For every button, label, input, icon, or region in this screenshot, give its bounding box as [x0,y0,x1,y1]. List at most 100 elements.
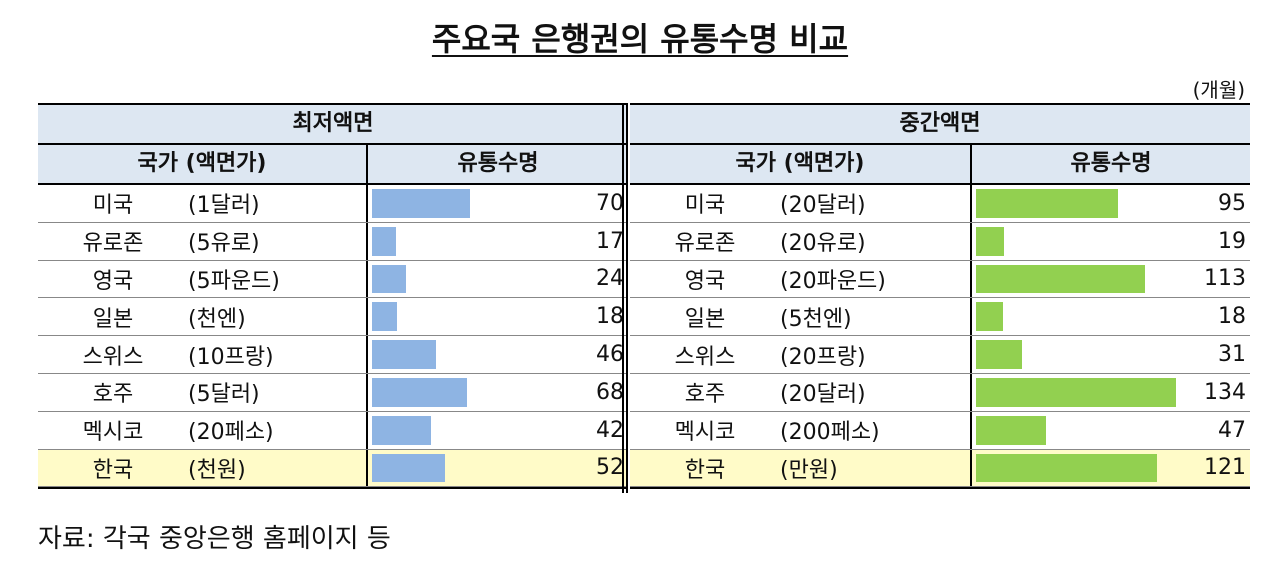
country-cell: 스위스 (20프랑) [630,336,972,373]
lifespan-cell: 68 [368,374,628,411]
lifespan-value: 42 [596,417,624,443]
lifespan-value: 68 [596,379,624,405]
column-headers: 국가 (액면가) 유통수명 [38,145,628,185]
country-name: 영국 [684,268,726,294]
lifespan-value: 17 [596,228,624,254]
column-headers: 국가 (액면가) 유통수명 [630,145,1250,185]
lifespan-value: 31 [1218,342,1246,368]
lifespan-cell: 47 [972,412,1250,449]
denomination-label: (200페소) [780,420,880,446]
lifespan-value: 24 [596,266,624,292]
country-name: 미국 [684,193,726,219]
lifespan-column-header: 유통수명 [1070,151,1152,176]
lifespan-cell: 18 [368,298,628,335]
country-cell: 영국 (20파운드) [630,260,972,298]
country-name: 멕시코 [674,420,736,446]
country-cell: 호주 (5달러) [38,373,368,411]
lifespan-value: 113 [1204,266,1246,292]
table-row: 일본 (5천엔) 18 [630,298,1250,337]
table-row: 유로존 (20유로) 19 [630,222,1250,261]
country-name: 미국 [92,193,134,219]
lifespan-value: 18 [1218,304,1246,330]
country-name: 유로존 [674,231,736,257]
lifespan-bar [976,415,1047,445]
denomination-label: (만원) [780,457,838,483]
lifespan-bar [372,264,406,294]
denomination-label: (5파운드) [188,268,280,294]
denomination-label: (5천엔) [780,306,852,332]
country-name: 한국 [684,457,726,483]
lifespan-cell: 113 [972,261,1250,298]
lifespan-value: 46 [596,342,624,368]
page-title: 주요국 은행권의 유통수명 비교 [431,20,849,58]
country-cell: 한국 (만원) [630,449,972,487]
lifespan-cell: 17 [368,223,628,260]
country-cell: 영국 (5파운드) [38,260,368,298]
table-row: 일본 (천엔) 18 [38,298,628,337]
country-name: 일본 [684,306,726,332]
table-row: 미국 (1달러) 70 [38,185,628,223]
lifespan-bar [372,189,470,218]
table-row: 호주 (20달러) 134 [630,373,1250,412]
country-name: 스위스 [82,344,144,370]
denomination-label: (20페소) [188,420,274,446]
country-column-header: 국가 (액면가) [630,145,972,183]
lifespan-bar [976,340,1023,369]
country-name: 호주 [92,382,134,408]
country-name: 영국 [92,268,134,294]
denomination-label: (20파운드) [780,268,886,294]
table-row: 한국 (만원) 121 [630,449,1250,488]
lifespan-cell: 18 [972,298,1250,335]
lifespan-bar [976,377,1176,407]
lifespan-bar [372,377,468,407]
country-cell: 멕시코 (20페소) [38,411,368,449]
denomination-label: (1달러) [188,193,260,219]
rows: 미국 (20달러) 95 유로존 (20유로) 19 영국 (20파운드) 113 일본 (5천엔)… [630,185,1250,490]
source-note: 자료: 각국 중앙은행 홈페이지 등 [38,524,391,554]
country-name: 호주 [684,382,726,408]
denomination-label: (20프랑) [780,344,866,370]
country-cell: 유로존 (20유로) [630,222,972,260]
country-cell: 미국 (1달러) [38,185,368,222]
country-cell: 미국 (20달러) [630,185,972,222]
country-cell: 일본 (5천엔) [630,298,972,336]
lifespan-bar [976,264,1145,294]
table-row: 스위스 (10프랑) 46 [38,336,628,374]
panel-title: 최저액면 [38,103,628,145]
table-row: 멕시코 (20페소) 42 [38,411,628,450]
lifespan-bar [372,302,398,332]
lifespan-bar [372,415,431,445]
table-row: 호주 (5달러) 68 [38,373,628,412]
country-cell: 유로존 (5유로) [38,222,368,260]
table-row: 영국 (5파운드) 24 [38,260,628,299]
denomination-label: (20달러) [780,382,866,408]
lifespan-cell: 70 [368,185,628,222]
middle-denomination-panel: 중간액면 국가 (액면가) 유통수명 미국 (20달러) 95 유로존 (20유로) 19… [630,103,1250,490]
denomination-label: (천엔) [188,306,246,332]
lifespan-cell: 31 [972,336,1250,373]
table-row: 영국 (20파운드) 113 [630,260,1250,299]
panel-divider [622,103,628,493]
lifespan-value: 52 [596,455,624,481]
country-column-header: 국가 (액면가) [38,145,368,183]
lifespan-bar [976,453,1157,483]
lifespan-value: 47 [1218,417,1246,443]
rows: 미국 (1달러) 70 유로존 (5유로) 17 영국 (5파운드) 24 일본 (천엔) 18 스위스… [38,185,628,490]
country-name: 스위스 [674,344,736,370]
lowest-denomination-panel: 최저액면 국가 (액면가) 유통수명 미국 (1달러) 70 유로존 (5유로) 17 영국… [38,103,628,490]
lifespan-value: 19 [1218,228,1246,254]
lifespan-value: 121 [1204,455,1246,481]
lifespan-bar [976,189,1118,218]
table-row: 유로존 (5유로) 17 [38,222,628,261]
lifespan-cell: 46 [368,336,628,373]
table-row: 한국 (천원) 52 [38,449,628,488]
lifespan-cell: 121 [972,450,1250,487]
lifespan-cell: 52 [368,450,628,487]
lifespan-value: 18 [596,304,624,330]
denomination-label: (20달러) [780,193,866,219]
lifespan-value: 134 [1204,379,1246,405]
country-name: 한국 [92,457,134,483]
lifespan-column-header: 유통수명 [457,151,539,176]
lifespan-bar [372,226,396,256]
country-cell: 일본 (천엔) [38,298,368,336]
